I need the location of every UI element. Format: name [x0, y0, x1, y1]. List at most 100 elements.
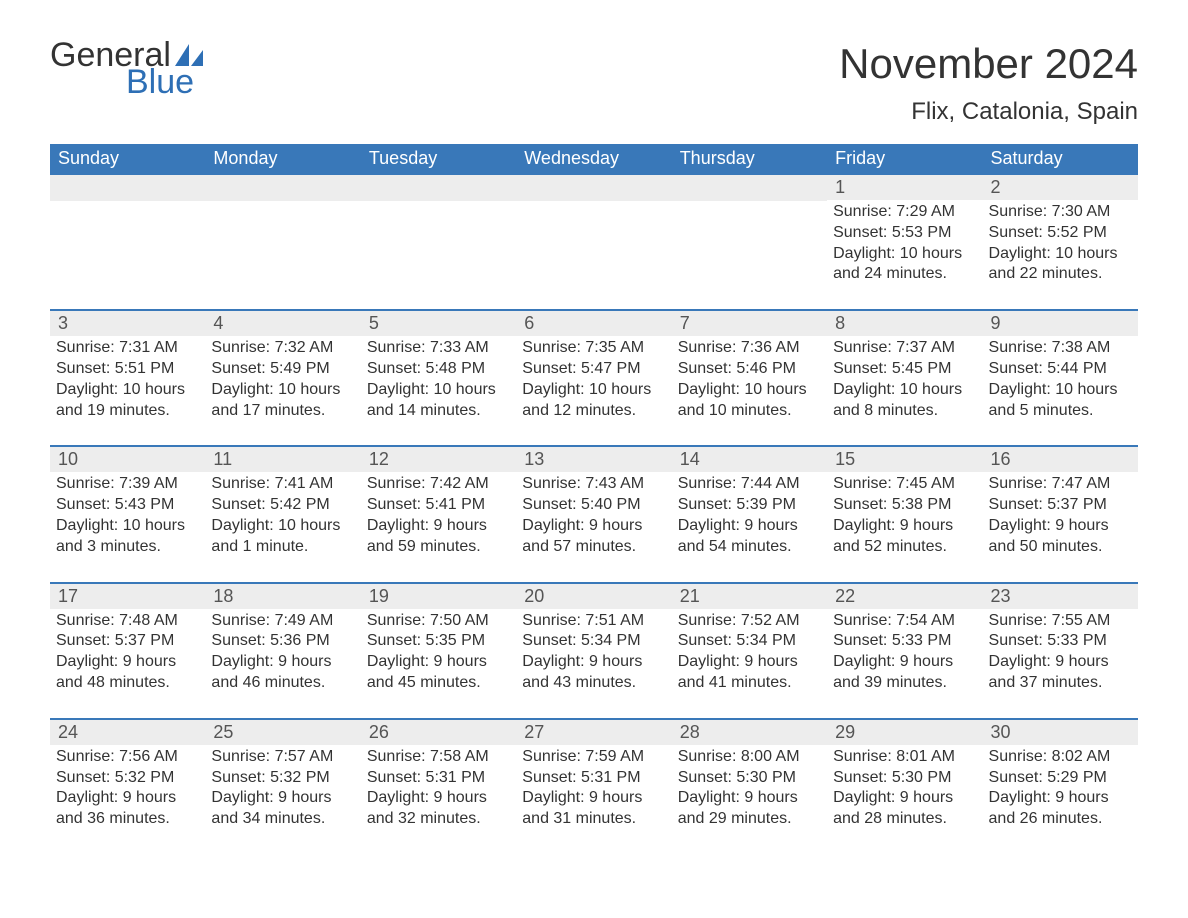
sunrise-text: Sunrise: 7:57 AM	[211, 747, 354, 768]
sunset-text: Sunset: 5:32 PM	[211, 768, 354, 789]
sunset-text: Sunset: 5:39 PM	[678, 495, 821, 516]
daylight-text: Daylight: 10 hours and 14 minutes.	[367, 380, 510, 422]
day-detail: Sunrise: 7:41 AMSunset: 5:42 PMDaylight:…	[211, 474, 354, 557]
sunset-text: Sunset: 5:35 PM	[367, 631, 510, 652]
day-cell: 14Sunrise: 7:44 AMSunset: 5:39 PMDayligh…	[672, 447, 827, 563]
daylight-text: Daylight: 9 hours and 41 minutes.	[678, 652, 821, 694]
week-row: 10Sunrise: 7:39 AMSunset: 5:43 PMDayligh…	[50, 445, 1138, 563]
daylight-text: Daylight: 9 hours and 59 minutes.	[367, 516, 510, 558]
day-detail: Sunrise: 8:00 AMSunset: 5:30 PMDaylight:…	[678, 747, 821, 830]
sunset-text: Sunset: 5:32 PM	[56, 768, 199, 789]
daylight-text: Daylight: 9 hours and 52 minutes.	[833, 516, 976, 558]
sunrise-text: Sunrise: 7:55 AM	[989, 611, 1132, 632]
day-detail: Sunrise: 7:43 AMSunset: 5:40 PMDaylight:…	[522, 474, 665, 557]
day-detail: Sunrise: 7:39 AMSunset: 5:43 PMDaylight:…	[56, 474, 199, 557]
day-cell: 27Sunrise: 7:59 AMSunset: 5:31 PMDayligh…	[516, 720, 671, 836]
daylight-text: Daylight: 10 hours and 3 minutes.	[56, 516, 199, 558]
day-cell: 2Sunrise: 7:30 AMSunset: 5:52 PMDaylight…	[983, 175, 1138, 291]
day-number: 4	[205, 311, 360, 336]
day-cell: 23Sunrise: 7:55 AMSunset: 5:33 PMDayligh…	[983, 584, 1138, 700]
sunrise-text: Sunrise: 7:29 AM	[833, 202, 976, 223]
day-detail: Sunrise: 7:59 AMSunset: 5:31 PMDaylight:…	[522, 747, 665, 830]
day-number: 24	[50, 720, 205, 745]
sunrise-text: Sunrise: 7:42 AM	[367, 474, 510, 495]
day-number: 10	[50, 447, 205, 472]
day-detail: Sunrise: 7:33 AMSunset: 5:48 PMDaylight:…	[367, 338, 510, 421]
day-number: 9	[983, 311, 1138, 336]
daylight-text: Daylight: 10 hours and 12 minutes.	[522, 380, 665, 422]
day-detail: Sunrise: 8:02 AMSunset: 5:29 PMDaylight:…	[989, 747, 1132, 830]
day-number: 21	[672, 584, 827, 609]
daylight-text: Daylight: 9 hours and 36 minutes.	[56, 788, 199, 830]
sunrise-text: Sunrise: 7:56 AM	[56, 747, 199, 768]
week-row: 1Sunrise: 7:29 AMSunset: 5:53 PMDaylight…	[50, 173, 1138, 291]
day-cell: 6Sunrise: 7:35 AMSunset: 5:47 PMDaylight…	[516, 311, 671, 427]
day-number	[205, 175, 360, 201]
daylight-text: Daylight: 10 hours and 24 minutes.	[833, 244, 976, 286]
sunrise-text: Sunrise: 7:39 AM	[56, 474, 199, 495]
day-number: 11	[205, 447, 360, 472]
day-cell	[672, 175, 827, 291]
sunset-text: Sunset: 5:46 PM	[678, 359, 821, 380]
day-cell: 4Sunrise: 7:32 AMSunset: 5:49 PMDaylight…	[205, 311, 360, 427]
sunrise-text: Sunrise: 7:41 AM	[211, 474, 354, 495]
daylight-text: Daylight: 9 hours and 45 minutes.	[367, 652, 510, 694]
daylight-text: Daylight: 9 hours and 46 minutes.	[211, 652, 354, 694]
day-number: 8	[827, 311, 982, 336]
day-detail: Sunrise: 7:57 AMSunset: 5:32 PMDaylight:…	[211, 747, 354, 830]
sunrise-text: Sunrise: 7:51 AM	[522, 611, 665, 632]
sunset-text: Sunset: 5:30 PM	[678, 768, 821, 789]
day-detail: Sunrise: 7:29 AMSunset: 5:53 PMDaylight:…	[833, 202, 976, 285]
day-cell: 24Sunrise: 7:56 AMSunset: 5:32 PMDayligh…	[50, 720, 205, 836]
day-number: 28	[672, 720, 827, 745]
daylight-text: Daylight: 9 hours and 43 minutes.	[522, 652, 665, 694]
sunrise-text: Sunrise: 7:35 AM	[522, 338, 665, 359]
sunset-text: Sunset: 5:47 PM	[522, 359, 665, 380]
day-number: 19	[361, 584, 516, 609]
day-cell	[50, 175, 205, 291]
day-detail: Sunrise: 8:01 AMSunset: 5:30 PMDaylight:…	[833, 747, 976, 830]
daylight-text: Daylight: 9 hours and 32 minutes.	[367, 788, 510, 830]
sunset-text: Sunset: 5:43 PM	[56, 495, 199, 516]
sunset-text: Sunset: 5:51 PM	[56, 359, 199, 380]
day-cell: 1Sunrise: 7:29 AMSunset: 5:53 PMDaylight…	[827, 175, 982, 291]
sunset-text: Sunset: 5:36 PM	[211, 631, 354, 652]
week-row: 24Sunrise: 7:56 AMSunset: 5:32 PMDayligh…	[50, 718, 1138, 836]
day-cell	[516, 175, 671, 291]
sunrise-text: Sunrise: 7:49 AM	[211, 611, 354, 632]
day-number: 30	[983, 720, 1138, 745]
day-detail: Sunrise: 7:45 AMSunset: 5:38 PMDaylight:…	[833, 474, 976, 557]
day-detail: Sunrise: 7:58 AMSunset: 5:31 PMDaylight:…	[367, 747, 510, 830]
location: Flix, Catalonia, Spain	[839, 98, 1138, 126]
day-cell: 25Sunrise: 7:57 AMSunset: 5:32 PMDayligh…	[205, 720, 360, 836]
daylight-text: Daylight: 9 hours and 31 minutes.	[522, 788, 665, 830]
day-number: 25	[205, 720, 360, 745]
sunrise-text: Sunrise: 7:33 AM	[367, 338, 510, 359]
sunrise-text: Sunrise: 8:02 AM	[989, 747, 1132, 768]
day-detail: Sunrise: 7:32 AMSunset: 5:49 PMDaylight:…	[211, 338, 354, 421]
daylight-text: Daylight: 9 hours and 37 minutes.	[989, 652, 1132, 694]
day-cell: 10Sunrise: 7:39 AMSunset: 5:43 PMDayligh…	[50, 447, 205, 563]
day-number: 1	[827, 175, 982, 200]
daylight-text: Daylight: 9 hours and 57 minutes.	[522, 516, 665, 558]
day-detail: Sunrise: 7:52 AMSunset: 5:34 PMDaylight:…	[678, 611, 821, 694]
day-cell: 18Sunrise: 7:49 AMSunset: 5:36 PMDayligh…	[205, 584, 360, 700]
sunrise-text: Sunrise: 7:36 AM	[678, 338, 821, 359]
day-number: 23	[983, 584, 1138, 609]
day-number	[672, 175, 827, 201]
sunrise-text: Sunrise: 7:47 AM	[989, 474, 1132, 495]
header: General Blue November 2024 Flix, Catalon…	[50, 40, 1138, 126]
day-detail: Sunrise: 7:44 AMSunset: 5:39 PMDaylight:…	[678, 474, 821, 557]
day-detail: Sunrise: 7:55 AMSunset: 5:33 PMDaylight:…	[989, 611, 1132, 694]
day-number: 16	[983, 447, 1138, 472]
sunrise-text: Sunrise: 7:59 AM	[522, 747, 665, 768]
day-cell: 9Sunrise: 7:38 AMSunset: 5:44 PMDaylight…	[983, 311, 1138, 427]
daylight-text: Daylight: 9 hours and 50 minutes.	[989, 516, 1132, 558]
sunset-text: Sunset: 5:30 PM	[833, 768, 976, 789]
day-cell: 29Sunrise: 8:01 AMSunset: 5:30 PMDayligh…	[827, 720, 982, 836]
sunset-text: Sunset: 5:37 PM	[56, 631, 199, 652]
weekday-header-row: Sunday Monday Tuesday Wednesday Thursday…	[50, 144, 1138, 173]
day-detail: Sunrise: 7:50 AMSunset: 5:35 PMDaylight:…	[367, 611, 510, 694]
sunset-text: Sunset: 5:53 PM	[833, 223, 976, 244]
weekday-header: Sunday	[50, 144, 205, 173]
